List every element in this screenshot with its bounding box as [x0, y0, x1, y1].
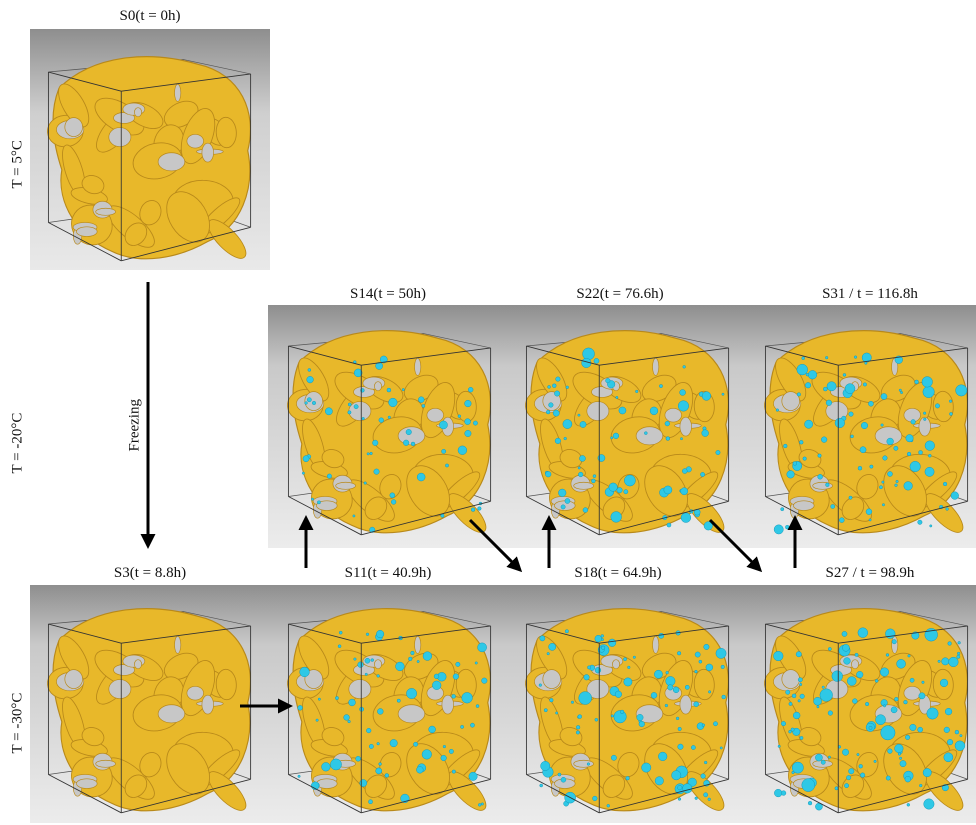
sample-s18-cube	[513, 585, 743, 825]
s22-cube-drawing	[525, 330, 730, 536]
s27-cube-drawing	[764, 608, 969, 814]
sample-s27-cube	[752, 585, 976, 825]
s0-cube-drawing	[47, 56, 252, 262]
sample-s3-cube	[35, 585, 265, 825]
sample-s0-label: S0(t = 0h)	[119, 8, 181, 24]
sample-s14-label: S14(t = 50h)	[350, 286, 426, 302]
sample-s11-label: S11(t = 40.9h)	[344, 565, 432, 581]
temperature-minus20c-label: T = -20°C	[9, 412, 26, 474]
s14-cube-drawing	[287, 330, 492, 536]
sample-s14-cube	[275, 307, 505, 547]
sample-s18-label: S18(t = 64.9h)	[574, 565, 662, 581]
s18-cube-drawing	[525, 608, 730, 814]
sample-s22-cube	[513, 307, 743, 547]
sample-s27-label: S27 / t = 98.9h	[825, 565, 915, 581]
s3-cube-drawing	[47, 608, 252, 814]
sample-s11-cube	[275, 585, 505, 825]
sample-s31-cube	[752, 307, 976, 547]
sample-s22-label: S22(t = 76.6h)	[576, 286, 664, 302]
sample-s31-label: S31 / t = 116.8h	[822, 286, 918, 302]
s11-cube-drawing	[287, 608, 492, 814]
s31-cube-drawing	[764, 330, 969, 536]
freezing-label: Freezing	[126, 399, 143, 452]
sample-s3-label: S3(t = 8.8h)	[113, 565, 187, 581]
sample-s0-cube	[35, 33, 265, 273]
temperature-5c-label: T = 5°C	[9, 140, 26, 189]
temperature-minus30c-label: T = -30°C	[9, 692, 26, 754]
